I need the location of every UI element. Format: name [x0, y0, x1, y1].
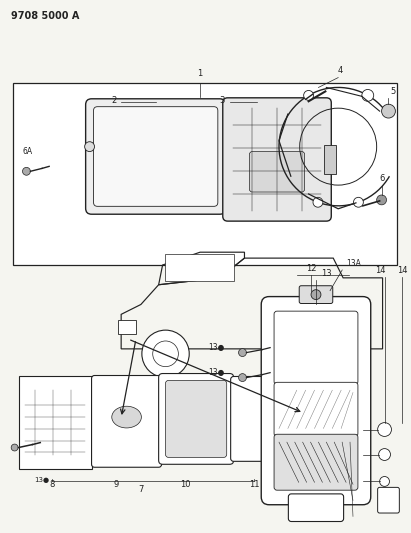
Circle shape	[85, 142, 95, 151]
Ellipse shape	[112, 406, 141, 428]
FancyBboxPatch shape	[18, 376, 92, 469]
FancyBboxPatch shape	[159, 374, 233, 464]
Text: 12: 12	[306, 264, 316, 273]
Circle shape	[381, 104, 395, 118]
FancyBboxPatch shape	[299, 286, 333, 303]
Circle shape	[238, 374, 247, 382]
Text: 6: 6	[379, 174, 384, 183]
Text: 13●: 13●	[208, 368, 225, 377]
FancyBboxPatch shape	[164, 254, 233, 281]
Text: 1: 1	[197, 69, 203, 78]
Circle shape	[153, 341, 178, 367]
Circle shape	[309, 330, 357, 377]
Text: 13: 13	[321, 269, 331, 278]
FancyBboxPatch shape	[92, 376, 162, 467]
FancyBboxPatch shape	[274, 311, 358, 384]
FancyBboxPatch shape	[166, 381, 227, 457]
Bar	[13, 83, 397, 265]
Text: 2: 2	[111, 96, 116, 105]
Circle shape	[362, 90, 374, 101]
Text: 13●: 13●	[208, 343, 225, 352]
Circle shape	[284, 410, 294, 420]
FancyBboxPatch shape	[85, 99, 226, 214]
Circle shape	[11, 444, 18, 451]
FancyBboxPatch shape	[324, 144, 336, 174]
Circle shape	[379, 449, 390, 461]
Text: 10: 10	[180, 480, 191, 489]
Text: 5: 5	[391, 87, 396, 96]
Circle shape	[376, 195, 386, 205]
Circle shape	[23, 167, 30, 175]
Circle shape	[304, 91, 314, 100]
Text: 3: 3	[219, 96, 225, 105]
FancyBboxPatch shape	[274, 382, 358, 437]
Circle shape	[142, 330, 189, 377]
Text: 14: 14	[375, 266, 386, 275]
Circle shape	[353, 197, 363, 207]
FancyBboxPatch shape	[261, 296, 371, 505]
Text: 9: 9	[113, 480, 119, 489]
FancyBboxPatch shape	[274, 434, 358, 490]
Text: 13●: 13●	[35, 477, 50, 483]
Circle shape	[378, 423, 391, 437]
Text: 4: 4	[337, 66, 343, 75]
FancyBboxPatch shape	[249, 151, 305, 192]
Text: 11: 11	[249, 480, 260, 489]
Text: 7: 7	[138, 485, 143, 494]
FancyBboxPatch shape	[223, 98, 331, 221]
Circle shape	[313, 197, 323, 207]
Text: 14: 14	[397, 266, 408, 275]
Text: 8: 8	[49, 480, 55, 489]
FancyBboxPatch shape	[231, 376, 284, 462]
Text: 9708 5000 A: 9708 5000 A	[11, 12, 79, 21]
Circle shape	[321, 341, 346, 367]
FancyBboxPatch shape	[378, 487, 399, 513]
FancyBboxPatch shape	[118, 320, 136, 334]
Circle shape	[380, 477, 390, 487]
FancyBboxPatch shape	[94, 107, 218, 206]
Text: 6A: 6A	[23, 147, 32, 156]
FancyBboxPatch shape	[289, 494, 344, 521]
Circle shape	[238, 349, 247, 357]
Circle shape	[311, 289, 321, 300]
Text: 13A: 13A	[346, 259, 361, 268]
